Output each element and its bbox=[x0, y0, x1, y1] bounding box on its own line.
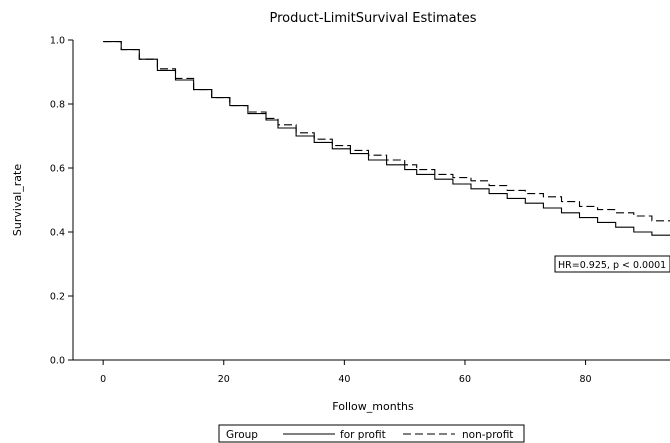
legend: Group for profit non-profit bbox=[218, 424, 525, 443]
series-line-for-profit bbox=[103, 41, 670, 236]
series-line-non-profit bbox=[103, 41, 670, 222]
y-tick-label: 1.0 bbox=[50, 36, 65, 47]
legend-label-for-profit: for profit bbox=[340, 429, 386, 441]
x-tick-label: 40 bbox=[338, 374, 350, 385]
hr-annotation: HR=0.925, p < 0.0001 bbox=[554, 255, 670, 273]
y-axis-ticks: 0.0 0.2 0.4 0.6 0.8 1.0 bbox=[50, 36, 73, 367]
hr-annotation-text: HR=0.925, p < 0.0001 bbox=[558, 260, 666, 271]
legend-box bbox=[218, 424, 525, 443]
legend-title: Group bbox=[226, 429, 258, 441]
legend-label-non-profit: non-profit bbox=[462, 429, 513, 441]
x-axis-ticks: 0 20 40 60 80 bbox=[100, 360, 592, 385]
x-tick-label: 60 bbox=[459, 374, 471, 385]
x-tick-label: 20 bbox=[218, 374, 230, 385]
x-tick-label: 0 bbox=[100, 374, 106, 385]
y-axis-label: Survival_rate bbox=[11, 164, 24, 236]
y-tick-label: 0.4 bbox=[50, 228, 65, 239]
series-layer bbox=[103, 41, 670, 236]
hr-annotation-box bbox=[554, 255, 670, 273]
chart-title: Product-LimitSurvival Estimates bbox=[269, 11, 476, 26]
y-tick-label: 0.0 bbox=[50, 356, 65, 367]
y-tick-label: 0.6 bbox=[50, 164, 65, 175]
y-tick-label: 0.8 bbox=[50, 100, 65, 111]
y-tick-label: 0.2 bbox=[50, 292, 65, 303]
x-tick-label: 80 bbox=[580, 374, 592, 385]
x-axis-label: Follow_months bbox=[332, 400, 414, 413]
